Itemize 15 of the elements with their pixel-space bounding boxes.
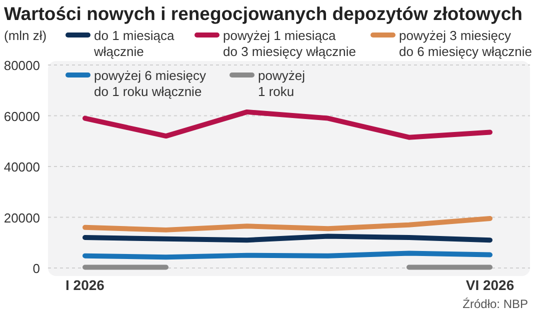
x-tick-label: I 2026 (66, 277, 105, 293)
y-axis-title: (mln zł) (4, 28, 47, 43)
legend-label: powyżej 3 miesięcy do 6 miesięcy włącznie (399, 28, 532, 59)
y-tick-label: 0 (32, 261, 40, 276)
x-tick-label: VI 2026 (466, 277, 514, 293)
legend-label: powyżej 1 roku (258, 68, 306, 99)
y-tick-label: 60000 (4, 108, 40, 124)
y-tick-label: 20000 (4, 210, 40, 226)
legend-label: powyżej 1 miesiąca do 3 miesięcy włącznie (223, 28, 356, 59)
legend-label: powyżej 6 miesięcy do 1 roku włącznie (94, 68, 206, 99)
chart-title: Wartości nowych i renegocjowanych depozytów złotowych (4, 3, 522, 24)
y-tick-label: 40000 (4, 160, 40, 174)
text: Źródło: NBP (462, 297, 528, 311)
legend-label: do 1 miesiąca włącznie (93, 28, 175, 59)
y-tick-label: 80000 (4, 58, 40, 73)
